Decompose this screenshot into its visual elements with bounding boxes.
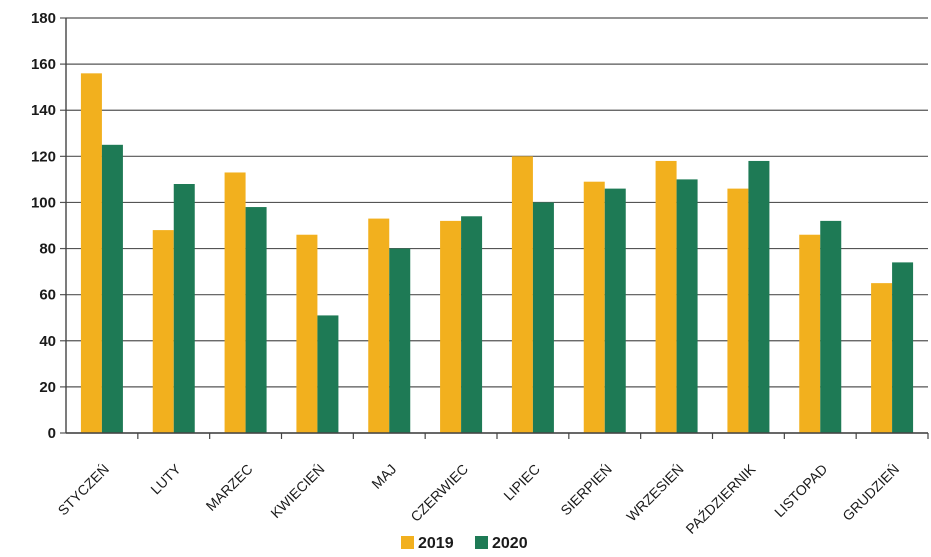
bar-2020: [820, 220, 842, 433]
bar-2019: [799, 234, 821, 433]
bar-2019: [440, 220, 462, 433]
bar-2019: [871, 283, 893, 433]
x-category-label: MARZEC: [203, 461, 256, 514]
bar-2020: [604, 188, 626, 433]
bar-2020: [676, 179, 698, 433]
bar-2019: [727, 188, 749, 433]
y-tick-label: 20: [39, 379, 56, 396]
legend-label-2019: 2019: [418, 535, 454, 552]
legend-swatch-2019: [401, 536, 414, 549]
bar-2020: [461, 216, 483, 433]
y-tick-label: 140: [31, 102, 56, 119]
x-category-label: LUTY: [147, 460, 184, 497]
y-tick-label: 0: [48, 425, 56, 442]
bar-2020: [245, 207, 267, 433]
bar-2019: [224, 172, 246, 433]
x-category-label: KWIECIEŃ: [267, 461, 327, 521]
bar-2019: [511, 156, 533, 434]
bar-2019: [80, 73, 102, 433]
bar-2020: [748, 160, 770, 433]
bar-2020: [173, 184, 195, 433]
x-category-label: GRUDZIEŃ: [839, 461, 902, 524]
bar-2019: [368, 218, 390, 433]
bar-2019: [296, 234, 318, 433]
legend-swatch-2020: [475, 536, 488, 549]
y-tick-label: 180: [31, 10, 56, 27]
y-tick-label: 120: [31, 148, 56, 165]
bar-2020: [389, 248, 411, 433]
x-category-label: PAŹDZIERNIK: [683, 460, 760, 537]
y-tick-label: 160: [31, 56, 56, 73]
bar-2020: [101, 144, 123, 434]
x-axis-category-labels: STYCZEŃ LUTY MARZEC KWIECIEŃ MAJ CZERWIEC LIPI…: [55, 460, 903, 537]
bar-2019: [583, 181, 605, 433]
bars: [80, 73, 914, 434]
x-category-label: LIPIEC: [500, 461, 543, 504]
x-category-label: WRZESIEŃ: [623, 461, 687, 525]
bar-2019: [655, 160, 677, 433]
bar-2020: [892, 262, 914, 433]
x-category-label: CZERWIEC: [407, 461, 471, 525]
legend: 2019 2020: [401, 535, 528, 552]
axes: [60, 17, 929, 439]
x-category-label: LISTOPAD: [771, 461, 830, 520]
x-category-label: MAJ: [368, 461, 399, 492]
grid-lines: [66, 17, 928, 434]
bar-2019: [152, 230, 174, 433]
x-category-label: STYCZEŃ: [55, 461, 113, 519]
y-axis-tick-labels: 0 20 40 60 80 100 120 140 160 180: [31, 10, 56, 442]
legend-label-2020: 2020: [492, 535, 528, 552]
bar-2020: [317, 315, 339, 433]
bar-2020: [532, 202, 554, 433]
y-tick-label: 80: [39, 241, 56, 258]
y-tick-label: 100: [31, 194, 56, 211]
y-tick-label: 40: [39, 333, 56, 350]
x-category-label: SIERPIEŃ: [557, 461, 615, 519]
y-tick-label: 60: [39, 287, 56, 304]
